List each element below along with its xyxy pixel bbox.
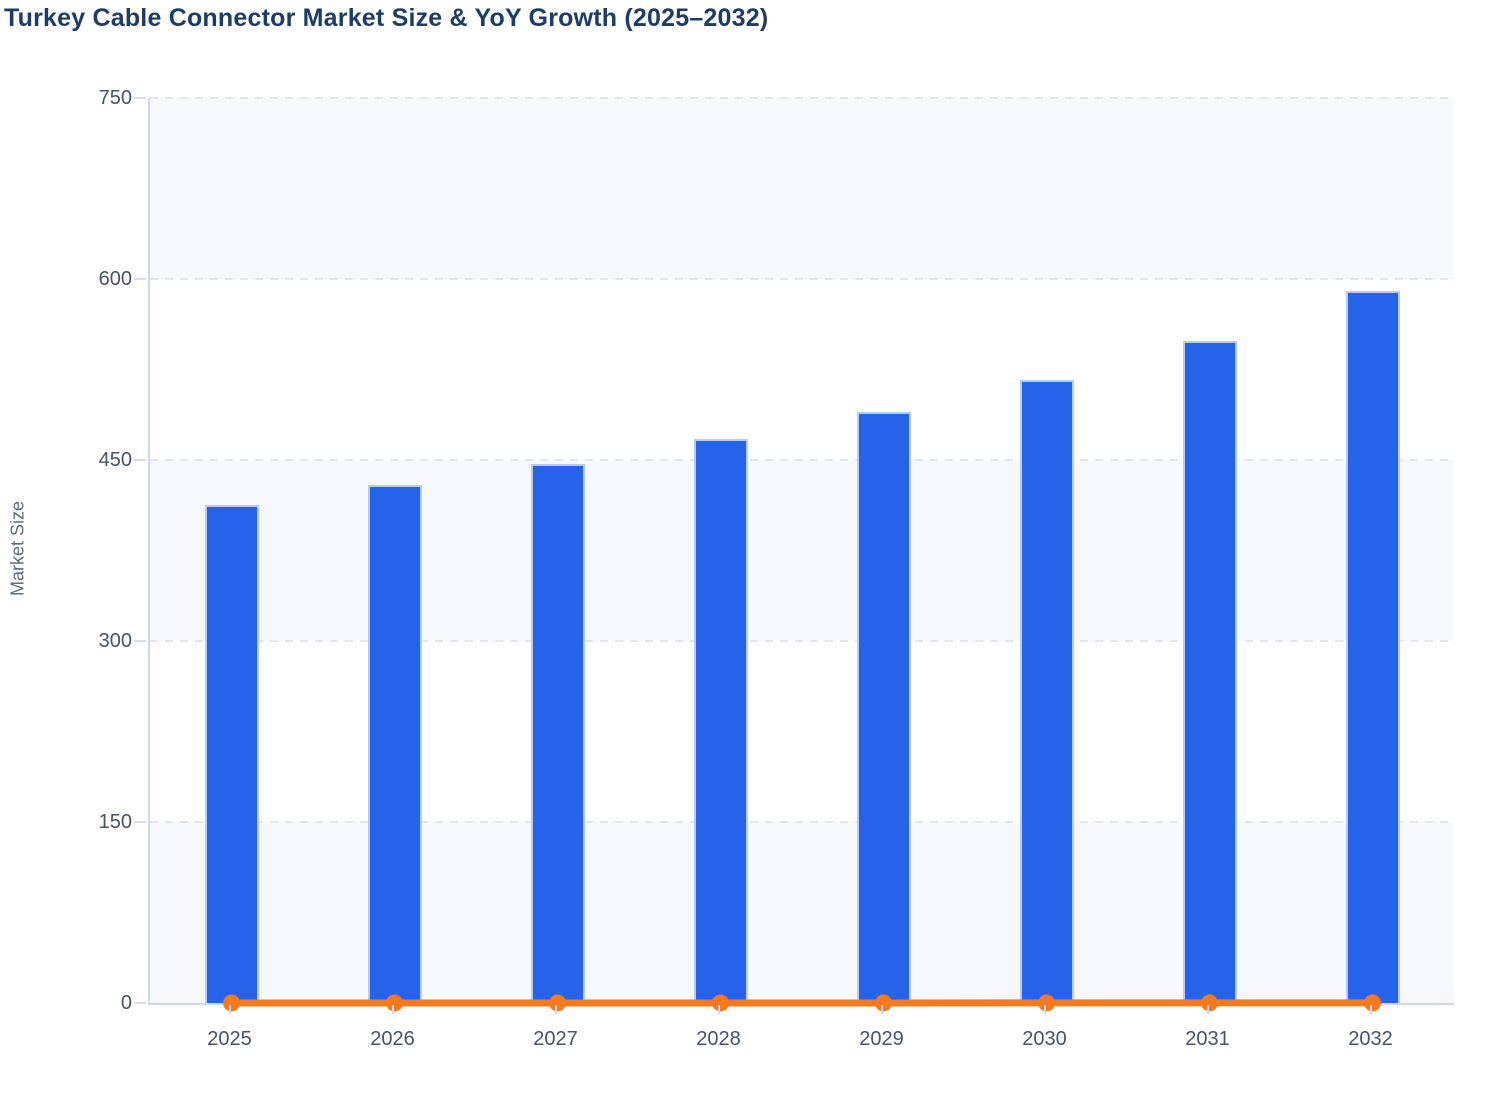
x-axis-label-2031: 2031	[1185, 1028, 1230, 1050]
bar-2027[interactable]	[530, 463, 585, 1003]
yoy-point-2025[interactable]	[223, 994, 240, 1012]
plot-area	[148, 97, 1454, 1012]
y-axis-tick-label: 450	[98, 449, 132, 471]
x-axis-tick-mark	[1206, 1005, 1209, 1014]
yoy-point-2027[interactable]	[549, 994, 566, 1012]
x-axis-tick-mark	[554, 1005, 557, 1014]
y-axis-tick-mark	[134, 640, 146, 642]
bar-2026[interactable]	[367, 485, 422, 1003]
yoy-point-2029[interactable]	[875, 994, 892, 1012]
x-axis-label-2027: 2027	[533, 1028, 578, 1050]
y-axis-tick-mark	[134, 278, 146, 280]
x-axis-label-2025: 2025	[207, 1028, 252, 1050]
x-axis-label-2032: 2032	[1348, 1028, 1393, 1050]
y-axis-tick-mark	[134, 821, 146, 823]
yoy-point-2028[interactable]	[712, 994, 729, 1012]
gridline	[150, 97, 1454, 99]
gridline	[150, 821, 1454, 823]
yoy-point-2026[interactable]	[386, 994, 403, 1012]
plot-band	[150, 460, 1454, 641]
y-axis-tick-label: 0	[120, 992, 132, 1014]
x-axis-label-2029: 2029	[859, 1028, 904, 1050]
gridline	[150, 278, 1454, 280]
y-axis-title: Market Size	[7, 500, 28, 597]
y-axis-tick-label: 300	[98, 630, 132, 652]
bar-2031[interactable]	[1182, 340, 1237, 1003]
gridline	[150, 459, 1454, 461]
x-axis-tick-mark	[880, 1005, 883, 1014]
x-axis-tick-mark	[391, 1005, 394, 1014]
y-axis-tick-label: 150	[98, 811, 132, 833]
bar-2030[interactable]	[1019, 380, 1074, 1003]
bar-2029[interactable]	[856, 411, 911, 1003]
x-axis-label-2026: 2026	[370, 1028, 415, 1050]
x-axis-tick-mark	[1369, 1005, 1372, 1014]
plot-band	[150, 279, 1454, 460]
y-axis-tick-label: 600	[98, 268, 132, 290]
y-axis-tick-mark	[134, 1002, 146, 1004]
yoy-point-2032[interactable]	[1364, 994, 1381, 1012]
x-axis-tick-mark	[228, 1005, 231, 1014]
x-axis-label-2028: 2028	[696, 1028, 741, 1050]
plot-band	[150, 641, 1454, 822]
bar-2028[interactable]	[693, 439, 748, 1003]
y-axis-tick-mark	[134, 459, 146, 461]
x-axis-label-2030: 2030	[1022, 1028, 1067, 1050]
bar-2025[interactable]	[204, 504, 259, 1003]
bar-2032[interactable]	[1345, 291, 1400, 1003]
yoy-point-2030[interactable]	[1038, 994, 1055, 1012]
y-axis-tick-mark	[134, 97, 146, 99]
y-axis-tick-label: 750	[98, 87, 132, 109]
plot-band	[150, 822, 1454, 1003]
yoy-line-layer	[223, 994, 1381, 1012]
chart-title: Turkey Cable Connector Market Size & YoY…	[4, 4, 769, 32]
gridline	[150, 640, 1454, 642]
yoy-point-2031[interactable]	[1201, 994, 1218, 1012]
plot-band	[150, 98, 1454, 279]
x-axis-tick-mark	[717, 1005, 720, 1014]
x-axis-tick-mark	[1043, 1005, 1046, 1014]
